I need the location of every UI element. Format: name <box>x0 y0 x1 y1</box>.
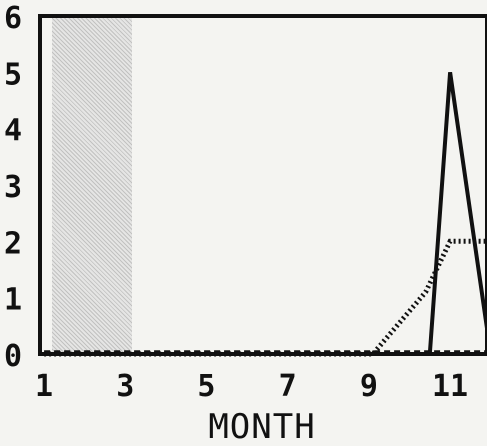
y-tick-label: 3 <box>4 170 22 205</box>
y-tick-label: 0 <box>4 339 22 374</box>
y-tick-label: 6 <box>4 1 22 36</box>
y-tick-label: 4 <box>4 114 22 149</box>
x-tick-label: 3 <box>116 369 134 404</box>
x-axis-ticks: 1 3 5 7 9 11 <box>35 369 468 404</box>
x-tick-label: 9 <box>360 369 378 404</box>
x-tick-label: 11 <box>432 369 468 404</box>
y-tick-label: 2 <box>4 226 22 261</box>
series-layer <box>44 72 487 357</box>
series-line-solid <box>44 72 487 356</box>
y-axis-ticks: 0 1 2 3 4 5 6 <box>4 1 22 374</box>
series-line-dotted <box>44 238 487 357</box>
x-tick-label: 5 <box>197 369 215 404</box>
x-axis-title: MONTH <box>208 407 315 446</box>
x-tick-label: 1 <box>35 369 53 404</box>
scan-noise-band <box>52 16 132 354</box>
x-tick-label: 7 <box>279 369 297 404</box>
plot-frame <box>38 14 487 356</box>
y-tick-label: 1 <box>4 283 22 318</box>
y-tick-label: 5 <box>4 57 22 92</box>
